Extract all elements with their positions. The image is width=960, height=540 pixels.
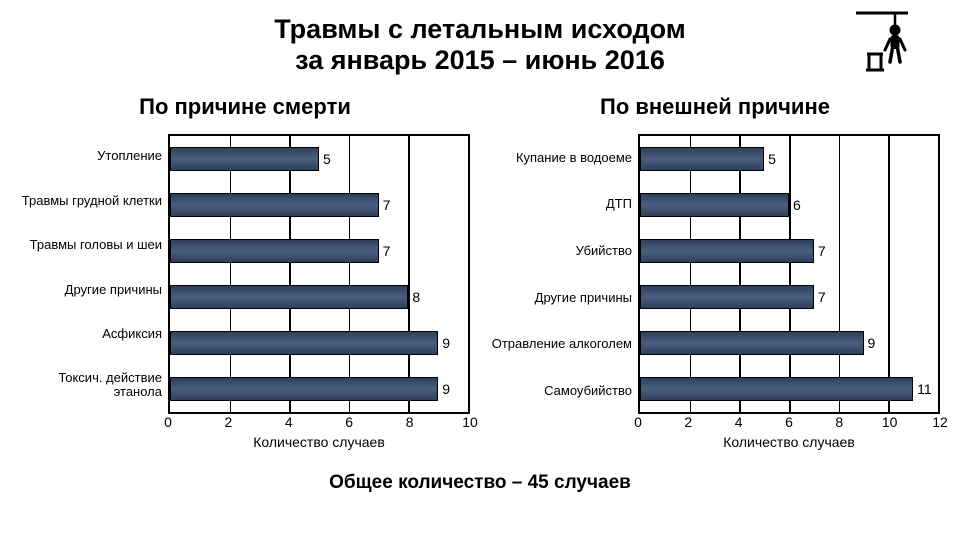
category-label: Отравление алкоголем	[490, 337, 632, 351]
bar-row: 7	[170, 237, 468, 265]
bar	[170, 377, 438, 401]
bar-value-label: 9	[442, 335, 450, 351]
x-tick: 2	[224, 414, 232, 430]
page-title: Травмы с летальным исходом за январь 201…	[0, 0, 960, 76]
bar-row: 7	[640, 237, 938, 265]
bar-value-label: 5	[768, 151, 776, 167]
category-label: Самоубийство	[490, 384, 632, 398]
bar-row: 5	[640, 145, 938, 173]
bar	[640, 147, 764, 171]
bar-value-label: 6	[793, 197, 801, 213]
category-label: Убийство	[490, 244, 632, 258]
x-tick: 6	[345, 414, 353, 430]
bar-row: 7	[640, 283, 938, 311]
bar-value-label: 7	[383, 197, 391, 213]
bar-row: 7	[170, 191, 468, 219]
left-chart: По причине смерти Утопление Травмы грудно…	[20, 94, 470, 450]
bar	[640, 193, 789, 217]
left-subtitle: По причине смерти	[20, 94, 470, 120]
right-plot-area: 5 6 7 7 9 11	[638, 134, 940, 414]
title-line1: Травмы с летальным исходом	[0, 14, 960, 45]
left-x-label: Количество случаев	[168, 434, 470, 450]
category-label: Асфиксия	[20, 327, 162, 341]
bar-value-label: 7	[383, 243, 391, 259]
right-y-labels: Купание в водоеме ДТП Убийство Другие причи…	[490, 134, 638, 414]
x-tick: 10	[462, 414, 478, 430]
x-tick: 2	[684, 414, 692, 430]
category-label: Другие причины	[20, 283, 162, 297]
bar-row: 9	[170, 375, 468, 403]
bar-row: 9	[170, 329, 468, 357]
left-x-axis: 0246810	[168, 414, 470, 432]
x-tick: 8	[835, 414, 843, 430]
bar	[170, 331, 438, 355]
bar	[170, 285, 408, 309]
bar	[640, 377, 913, 401]
bar-row: 8	[170, 283, 468, 311]
bar-value-label: 7	[818, 289, 826, 305]
bar	[640, 285, 814, 309]
category-label: Травмы грудной клетки	[20, 194, 162, 208]
category-label: Травмы головы и шеи	[20, 238, 162, 252]
bar-value-label: 9	[868, 335, 876, 351]
bar	[640, 239, 814, 263]
x-tick: 10	[882, 414, 898, 430]
hanging-icon	[854, 10, 910, 77]
bar-value-label: 5	[323, 151, 331, 167]
right-x-axis: 024681012	[638, 414, 940, 432]
x-tick: 12	[932, 414, 948, 430]
x-tick: 4	[285, 414, 293, 430]
left-y-labels: Утопление Травмы грудной клетки Травмы гол…	[20, 134, 168, 414]
category-label: Другие причины	[490, 291, 632, 305]
left-plot-area: 5 7 7 8 9 9	[168, 134, 470, 414]
bar-row: 9	[640, 329, 938, 357]
bar-value-label: 11	[917, 381, 932, 397]
bar	[170, 193, 379, 217]
x-tick: 8	[406, 414, 414, 430]
x-tick: 0	[634, 414, 642, 430]
x-tick: 6	[785, 414, 793, 430]
footer-total: Общее количество – 45 случаев	[0, 472, 960, 494]
bar-value-label: 8	[412, 289, 420, 305]
x-tick: 0	[164, 414, 172, 430]
category-label: Токсич. действие этанола	[20, 371, 162, 398]
bar	[640, 331, 864, 355]
right-chart: По внешней причине Купание в водоеме ДТП У…	[490, 94, 940, 450]
bar	[170, 147, 319, 171]
bar	[170, 239, 379, 263]
x-tick: 4	[735, 414, 743, 430]
right-subtitle: По внешней причине	[490, 94, 940, 120]
bar-value-label: 9	[442, 381, 450, 397]
category-label: Утопление	[20, 149, 162, 163]
bar-row: 6	[640, 191, 938, 219]
right-x-label: Количество случаев	[638, 434, 940, 450]
bar-row: 11	[640, 375, 938, 403]
category-label: Купание в водоеме	[490, 151, 632, 165]
title-line2: за январь 2015 – июнь 2016	[0, 45, 960, 76]
category-label: ДТП	[490, 197, 632, 211]
bar-row: 5	[170, 145, 468, 173]
bar-value-label: 7	[818, 243, 826, 259]
